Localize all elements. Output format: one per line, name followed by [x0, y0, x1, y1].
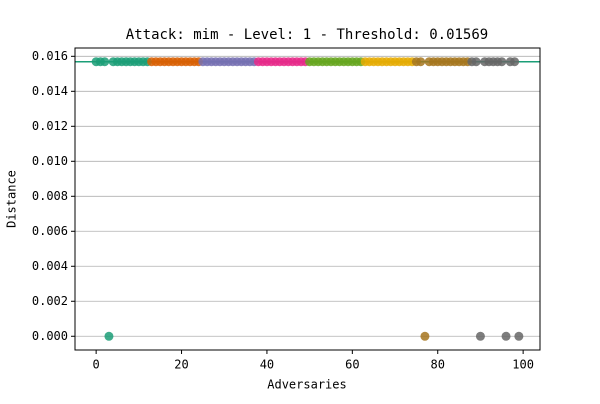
- y-tick-label: 0.012: [32, 119, 68, 133]
- point: [420, 331, 430, 341]
- x-tick-label: 100: [512, 358, 534, 372]
- y-tick-label: 0.000: [32, 329, 68, 343]
- x-tick-label: 80: [431, 358, 445, 372]
- point: [510, 57, 520, 67]
- x-tick-label: 0: [93, 358, 100, 372]
- point: [514, 331, 524, 341]
- point: [416, 57, 426, 67]
- y-tick-label: 0.004: [32, 259, 68, 273]
- y-tick-label: 0.008: [32, 189, 68, 203]
- point: [475, 331, 485, 341]
- y-tick-label: 0.002: [32, 294, 68, 308]
- y-tick-label: 0.010: [32, 154, 68, 168]
- y-tick-label: 0.006: [32, 224, 68, 238]
- plot-frame: [74, 47, 541, 351]
- x-tick-label: 60: [345, 358, 359, 372]
- chart-title: Attack: mim - Level: 1 - Threshold: 0.01…: [126, 27, 488, 43]
- y-axis-label: Distance: [5, 170, 19, 228]
- x-axis-label: Adversaries: [267, 378, 346, 392]
- point: [104, 331, 114, 341]
- point: [501, 331, 511, 341]
- point: [471, 57, 481, 67]
- x-tick-label: 40: [260, 358, 274, 372]
- y-tick-label: 0.014: [32, 84, 68, 98]
- point: [100, 57, 110, 67]
- x-tick-label: 20: [174, 358, 188, 372]
- y-tick-label: 0.016: [32, 49, 68, 63]
- point: [497, 57, 507, 67]
